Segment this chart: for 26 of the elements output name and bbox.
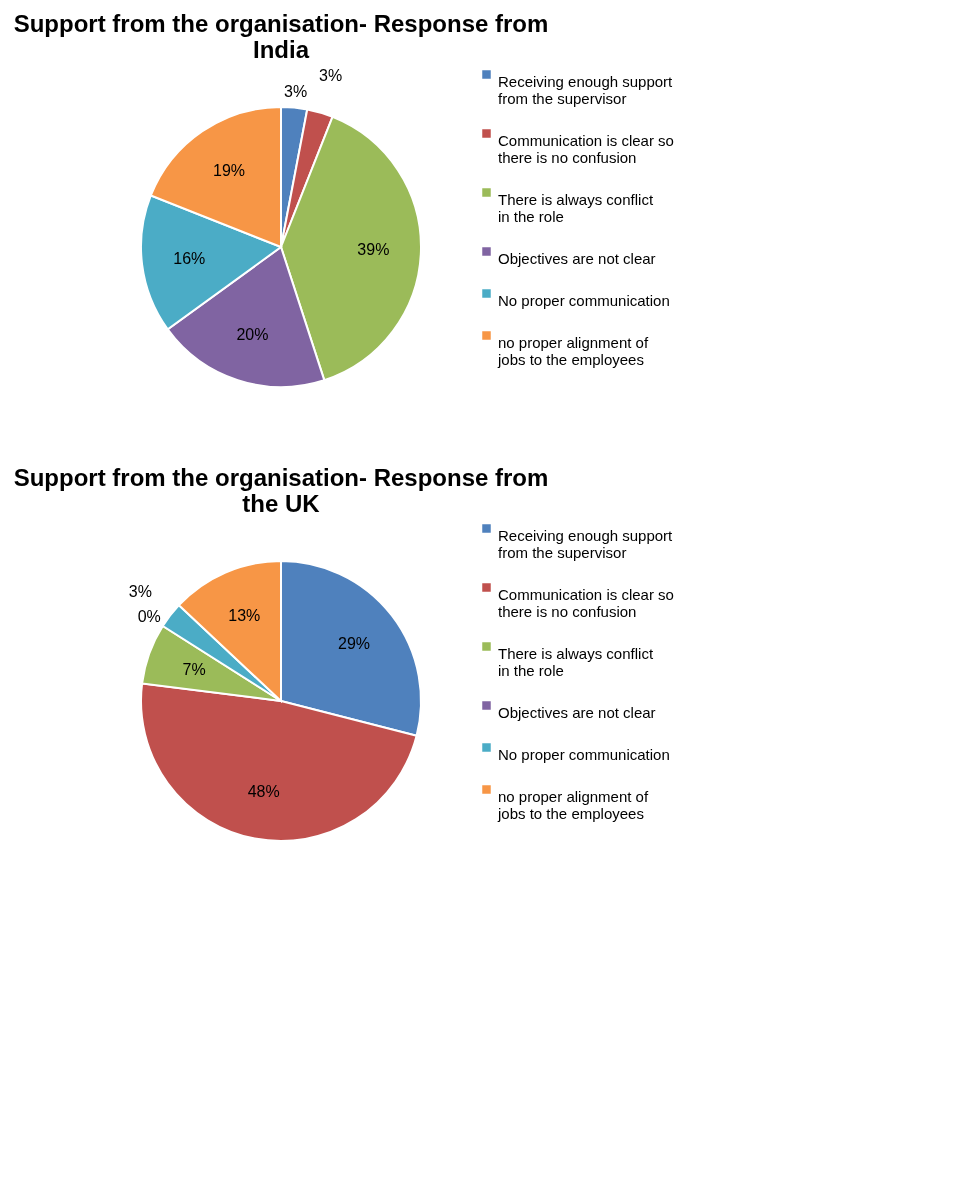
legend-label: no proper alignment of jobs to the employees [497, 333, 649, 368]
data-label: 48% [247, 782, 280, 800]
legend-label: no proper alignment of jobs to the employees [497, 787, 649, 822]
chart-title: Support from the organisation- Response from the UK [13, 464, 549, 517]
data-label: 3% [128, 582, 152, 600]
data-label: 16% [173, 249, 206, 267]
legend-label: No proper communication [498, 745, 670, 763]
data-label: 13% [228, 607, 261, 625]
text: 0% [137, 608, 161, 626]
data-label: 19% [213, 161, 246, 179]
legend-label: There is always conflict in the role [498, 644, 654, 679]
legend-label: Receiving enough support from the supervisor [498, 526, 674, 561]
legend-label: Receiving enough support from the supervisor [498, 72, 674, 107]
data-label: 7% [182, 660, 206, 678]
data-label: 3% [284, 82, 308, 100]
data-label: 29% [337, 635, 371, 653]
legend-label: Communication is clear so there is no confusion [498, 131, 674, 166]
legend-label: Objectives are not clear [498, 703, 656, 721]
data-label: 3% [319, 67, 343, 85]
legend-label: Communication is clear so there is no confusion [498, 585, 674, 620]
data-label: 39% [357, 240, 390, 258]
legend-label: No proper communication [498, 291, 670, 309]
chart-title: Support from the organisation- Response from India [13, 10, 549, 63]
data-label: 20% [236, 325, 269, 343]
legend-label: Objectives are not clear [498, 249, 656, 267]
legend-label: There is always conflict in the role [498, 190, 654, 225]
